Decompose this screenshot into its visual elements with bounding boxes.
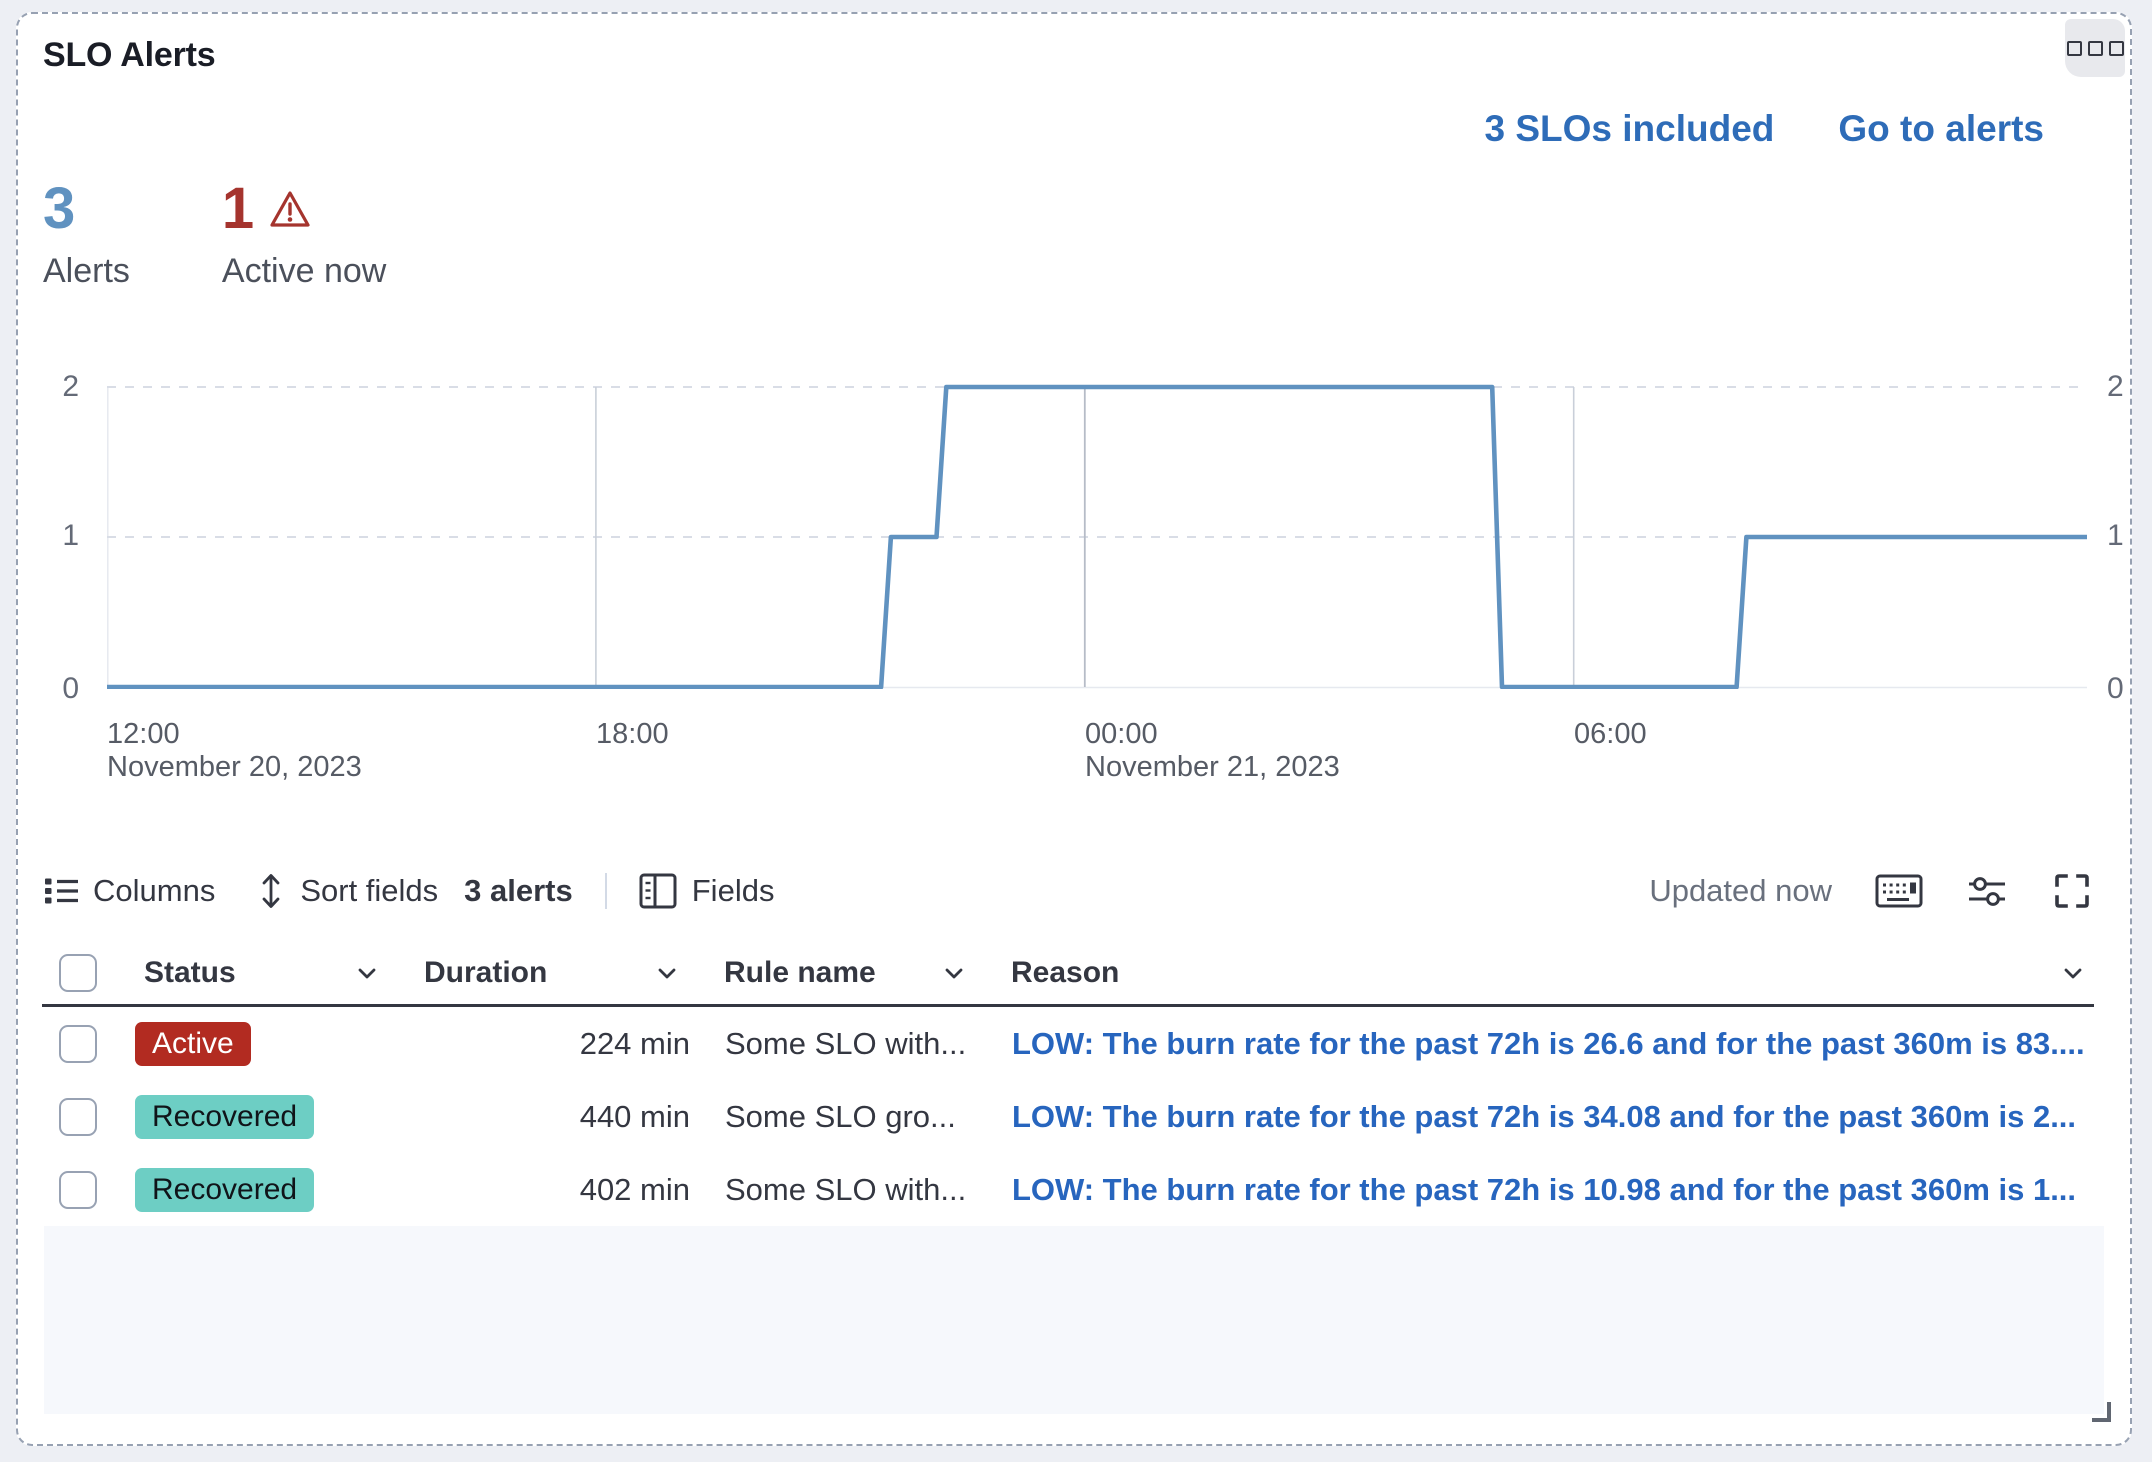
go-to-alerts-link[interactable]: Go to alerts [1838,108,2044,149]
status-badge: Recovered [135,1167,315,1212]
keyboard-icon[interactable] [1874,871,1924,911]
alert-stats: 3 Alerts 1 Active now [43,178,386,291]
alerts-line-series [107,384,2087,689]
y-axis-tick-left: 2 [62,370,79,403]
sort-fields-button[interactable]: Sort fields [255,871,438,911]
table-row: Active 224 min Some SLO with... LOW: The… [42,1007,2094,1080]
column-header-duration[interactable]: Duration [394,956,694,990]
alerts-table-body: Active 224 min Some SLO with... LOW: The… [42,1007,2094,1226]
columns-button[interactable]: Columns [43,873,215,909]
column-header-reason[interactable]: Reason [981,956,2094,990]
fullscreen-icon[interactable] [2050,869,2094,913]
panel-menu-button[interactable] [2065,19,2125,77]
table-empty-area [44,1226,2104,1414]
y-axis-tick-left: 1 [62,519,79,552]
y-axis-tick-right: 1 [2107,519,2124,552]
warning-triangle-icon [268,188,312,230]
column-header-rule-name[interactable]: Rule name [694,956,981,990]
rule-name-cell: Some SLO with... [725,1025,967,1061]
total-alerts-value: 3 [43,176,76,241]
chevron-down-icon [654,960,680,986]
list-icon [43,873,80,909]
status-badge: Recovered [135,1094,315,1139]
total-alerts-label: Alerts [43,252,130,290]
select-all-checkbox[interactable] [59,954,97,992]
x-axis-tick: 18:00 [596,718,669,750]
alerts-table-header: Status Duration Rule name Reason [42,942,2094,1004]
sliders-icon[interactable] [1966,871,2008,911]
reason-link[interactable]: LOW: The burn rate for the past 72h is 1… [1012,1171,2077,1207]
y-axis-tick-left: 0 [62,672,79,705]
duration-cell: 440 min [579,1098,690,1134]
duration-cell: 402 min [579,1171,690,1207]
y-axis-tick-right: 2 [2107,370,2124,403]
stat-total-alerts: 3 Alerts [43,178,130,291]
alert-count-label: 3 alerts [464,873,573,908]
sort-arrows-icon [255,871,287,911]
alerts-table-toolbar: Columns Sort fields 3 alerts [43,864,2094,918]
x-axis-tick: 06:00 [1574,718,1647,750]
fields-button[interactable]: Fields [637,871,774,911]
page-title: SLO Alerts [43,36,216,74]
table-row: Recovered 402 min Some SLO with... LOW: … [42,1153,2094,1226]
active-alerts-label: Active now [221,252,387,290]
x-axis-tick: 12:00 November 20, 2023 [107,718,362,783]
fields-panel-icon [637,871,679,911]
slos-included-link[interactable]: 3 SLOs included [1484,108,1775,149]
reason-link[interactable]: LOW: The burn rate for the past 72h is 3… [1012,1098,2077,1134]
alerts-chart-svg [107,384,2087,689]
chevron-down-icon [354,960,380,986]
updated-status-text: Updated now [1649,873,1832,908]
active-alerts-value: 1 [221,176,255,241]
table-header-divider [42,1004,2094,1007]
rule-name-cell: Some SLO gro... [725,1098,956,1134]
alerts-timeline-chart [107,384,2087,689]
ellipsis-boxes-icon [2066,40,2124,56]
x-axis-tick: 00:00 November 21, 2023 [1085,718,1340,783]
row-checkbox[interactable] [59,1097,97,1136]
chevron-down-icon [2060,960,2086,986]
slo-alerts-panel: SLO Alerts 3 SLOs included Go to alerts … [16,12,2132,1446]
table-row: Recovered 440 min Some SLO gro... LOW: T… [42,1080,2094,1153]
status-badge: Active [135,1021,251,1066]
stat-active-alerts: 1 Active now [222,178,386,291]
column-header-status[interactable]: Status [114,956,394,990]
toolbar-divider [604,873,607,909]
row-checkbox[interactable] [59,1170,97,1209]
panel-links: 3 SLOs included Go to alerts [1484,108,2044,150]
chevron-down-icon [941,960,967,986]
rule-name-cell: Some SLO with... [725,1171,967,1207]
reason-link[interactable]: LOW: The burn rate for the past 72h is 2… [1012,1025,2085,1061]
resize-corner-icon[interactable] [2092,1402,2111,1422]
row-checkbox[interactable] [59,1024,97,1063]
duration-cell: 224 min [579,1025,690,1061]
y-axis-tick-right: 0 [2107,672,2124,705]
